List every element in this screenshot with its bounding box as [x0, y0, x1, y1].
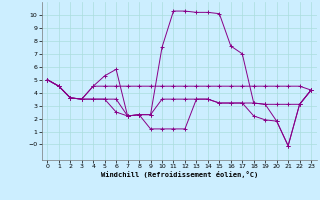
- X-axis label: Windchill (Refroidissement éolien,°C): Windchill (Refroidissement éolien,°C): [100, 171, 258, 178]
